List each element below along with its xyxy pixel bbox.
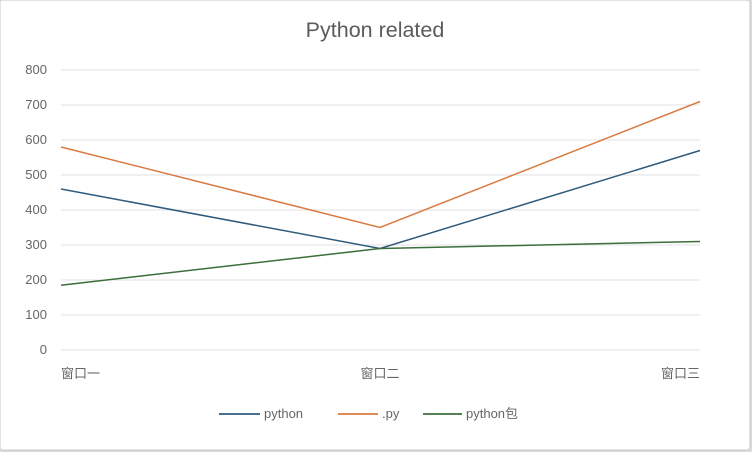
svg-text:窗口三: 窗口三: [661, 366, 700, 381]
svg-text:python包: python包: [466, 406, 518, 421]
svg-text:500: 500: [25, 167, 47, 182]
svg-text:700: 700: [25, 97, 47, 112]
svg-text:0: 0: [40, 342, 47, 357]
svg-text:100: 100: [25, 307, 47, 322]
svg-text:窗口一: 窗口一: [61, 366, 100, 381]
svg-text:600: 600: [25, 132, 47, 147]
svg-text:窗口二: 窗口二: [360, 366, 399, 381]
svg-text:400: 400: [25, 202, 47, 217]
svg-text:.py: .py: [382, 406, 400, 421]
svg-text:800: 800: [25, 62, 47, 77]
svg-text:python: python: [264, 406, 303, 421]
svg-text:300: 300: [25, 237, 47, 252]
svg-text:200: 200: [25, 272, 47, 287]
